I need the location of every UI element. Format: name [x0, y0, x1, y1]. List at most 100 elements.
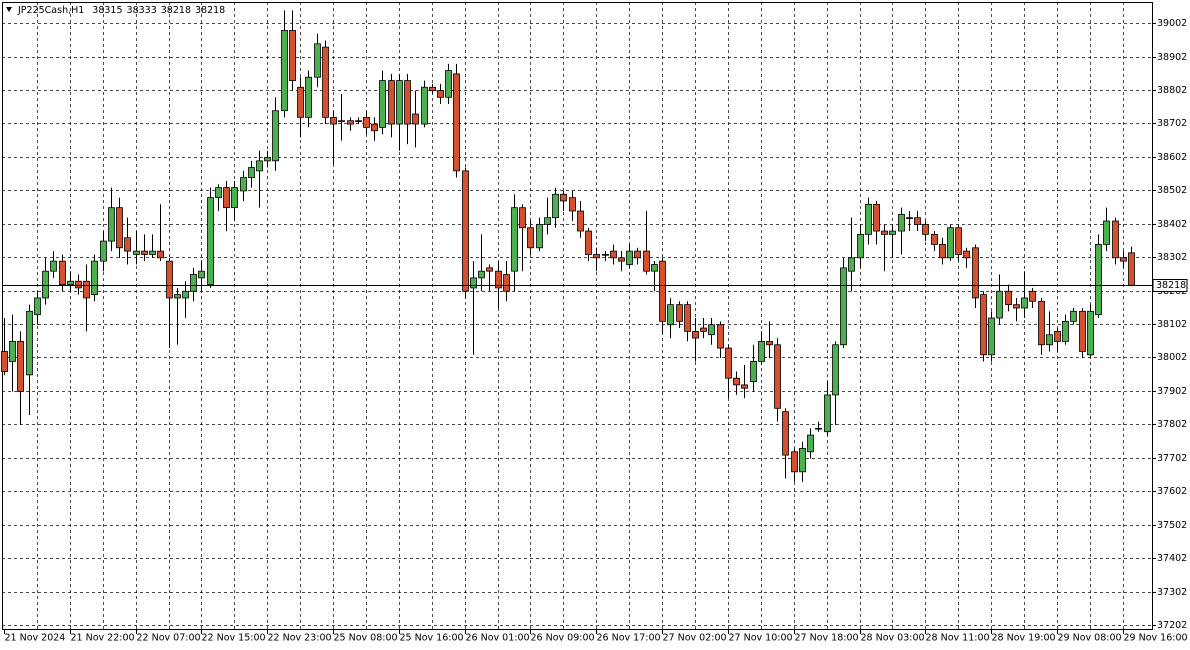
candle-body	[527, 227, 534, 249]
y-tick-label: 39002	[1157, 18, 1187, 29]
candle-body	[1095, 244, 1102, 316]
plot-frame	[2, 2, 1153, 630]
candle-body	[470, 277, 477, 289]
candle-body	[914, 217, 921, 225]
x-tick-label: 22 Nov 15:00	[202, 633, 266, 644]
y-tick-label: 37602	[1157, 486, 1187, 497]
candle-body	[922, 223, 929, 235]
candle-body	[1005, 290, 1012, 306]
candle-body	[281, 30, 288, 112]
candle-body	[643, 250, 650, 272]
header-value: 38333	[127, 5, 157, 16]
candle-body	[75, 280, 82, 289]
candle-body	[634, 250, 641, 259]
candle-body	[396, 80, 403, 125]
candle-body	[610, 250, 617, 259]
candle-body	[848, 257, 855, 272]
candle-body	[865, 203, 872, 235]
candle-body	[659, 260, 666, 322]
candle-body	[544, 217, 551, 225]
x-tick-label: 21 Nov 22:00	[71, 633, 135, 644]
candle-body	[347, 120, 354, 125]
header: JP225Cash,H1 38315 38333 38218 38218	[17, 5, 225, 16]
x-tick-label: 28 Nov 19:00	[992, 633, 1056, 644]
candle-body	[1079, 310, 1086, 352]
candle-body	[717, 324, 724, 349]
y-tick-label: 38402	[1157, 219, 1187, 230]
candle-body	[330, 116, 337, 125]
candle-body	[133, 250, 140, 255]
candle-body	[421, 86, 428, 125]
candle-body	[1087, 310, 1094, 356]
y-tick-label: 37202	[1157, 620, 1187, 631]
candle-body	[1128, 252, 1135, 286]
x-tick-label: 28 Nov 03:00	[861, 633, 925, 644]
x-tick-label: 29 Nov 08:00	[1058, 633, 1122, 644]
candle-body	[676, 304, 683, 322]
x-tick-label: 22 Nov 23:00	[268, 633, 332, 644]
candle-body	[42, 270, 49, 299]
candle-body	[741, 384, 748, 389]
candle-body	[231, 187, 238, 209]
candle-body	[462, 170, 469, 292]
candle-body	[881, 230, 888, 235]
candle-body	[774, 344, 781, 409]
candle-body	[618, 257, 625, 262]
candle-body	[791, 451, 798, 473]
candle-body	[388, 80, 395, 125]
candle-body	[519, 207, 526, 229]
candle-body	[602, 254, 609, 256]
candle-body	[1021, 297, 1028, 309]
candle-body	[1029, 290, 1036, 302]
y-tick-label: 37302	[1157, 587, 1187, 598]
x-tick-label: 29 Nov 16:00	[1124, 633, 1188, 644]
x-tick-label: 22 Nov 07:00	[137, 633, 201, 644]
x-tick-label: 25 Nov 16:00	[400, 633, 464, 644]
y-tick-label: 37402	[1157, 553, 1187, 564]
candle-body	[585, 230, 592, 255]
candle-body	[190, 274, 197, 292]
candle-body	[478, 270, 485, 279]
candle-body	[857, 234, 864, 259]
candle-body	[495, 270, 502, 289]
candle-body	[750, 361, 757, 382]
y-tick-label: 38602	[1157, 152, 1187, 163]
candle-body	[108, 207, 115, 242]
candle-body	[9, 341, 16, 362]
candle-body	[569, 197, 576, 212]
header-value: 38218	[161, 5, 191, 16]
candle-body	[207, 197, 214, 285]
x-tick-label: 27 Nov 18:00	[795, 633, 859, 644]
candle-body	[700, 327, 707, 332]
candle-body	[758, 341, 765, 362]
candle-body	[593, 254, 600, 259]
candle-body	[996, 290, 1003, 319]
candle-body	[379, 80, 386, 128]
y-tick-label: 38102	[1157, 319, 1187, 330]
candle-body	[26, 310, 33, 376]
candle-body	[931, 234, 938, 245]
candle-body	[34, 297, 41, 316]
x-tick-label: 21 Nov 2024	[5, 633, 66, 644]
y-tick-label: 38702	[1157, 118, 1187, 129]
candle-body	[83, 280, 90, 299]
candle-body	[59, 260, 66, 285]
candle-body	[939, 244, 946, 259]
candle-body	[297, 86, 304, 118]
candle-body	[223, 187, 230, 209]
x-tick-label: 26 Nov 09:00	[531, 633, 595, 644]
candle-body	[815, 427, 822, 430]
y-tick-label: 38902	[1157, 52, 1187, 63]
candle-body	[240, 177, 247, 192]
candle-body	[272, 110, 279, 162]
candle-body	[453, 73, 460, 172]
candle-body	[100, 240, 107, 262]
candle-body	[906, 217, 913, 219]
candle-body	[1070, 310, 1077, 322]
last-price-box	[1152, 279, 1188, 292]
candle-body	[1062, 320, 1069, 342]
candle-body	[338, 120, 345, 122]
candle-body	[157, 250, 164, 259]
y-tick-label: 38802	[1157, 85, 1187, 96]
candle-body	[17, 341, 24, 392]
